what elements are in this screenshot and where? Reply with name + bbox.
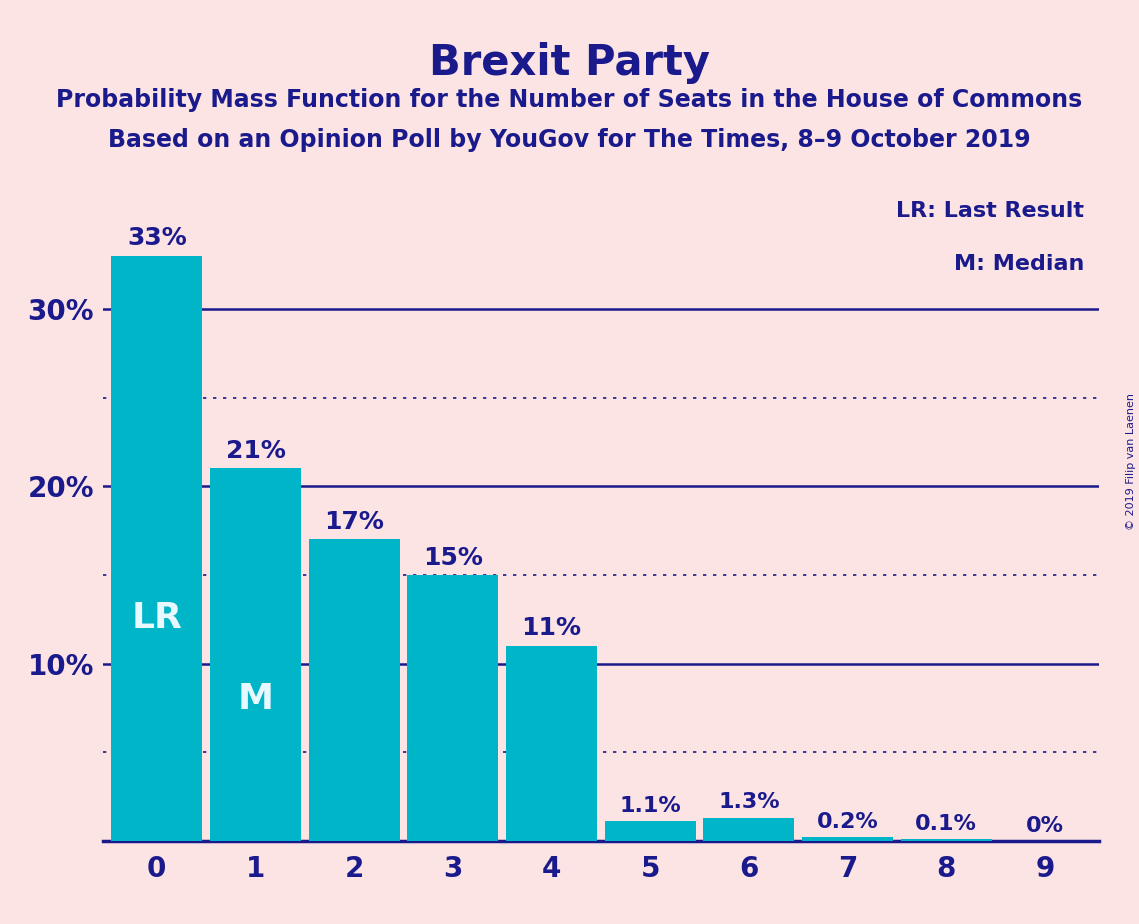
Text: M: Median: M: Median [953, 254, 1084, 274]
Text: 0%: 0% [1026, 816, 1064, 835]
Text: 0.1%: 0.1% [916, 814, 977, 833]
Text: Brexit Party: Brexit Party [429, 42, 710, 83]
Text: 0.2%: 0.2% [817, 812, 878, 832]
Bar [704, 818, 794, 841]
Text: 1.3%: 1.3% [718, 793, 780, 812]
Text: LR: Last Result: LR: Last Result [896, 201, 1084, 221]
Text: © 2019 Filip van Laenen: © 2019 Filip van Laenen [1126, 394, 1136, 530]
Text: Probability Mass Function for the Number of Seats in the House of Commons: Probability Mass Function for the Number… [56, 88, 1083, 112]
Text: Based on an Opinion Poll by YouGov for The Times, 8–9 October 2019: Based on an Opinion Poll by YouGov for T… [108, 128, 1031, 152]
Text: 33%: 33% [126, 226, 187, 250]
Bar [506, 646, 597, 841]
Text: M: M [237, 682, 273, 716]
Bar [112, 256, 203, 841]
Bar [309, 540, 400, 841]
Bar [408, 575, 498, 841]
Bar [901, 839, 992, 841]
Bar [605, 821, 696, 841]
Text: 15%: 15% [423, 545, 483, 569]
Text: 1.1%: 1.1% [620, 796, 681, 816]
Text: 17%: 17% [325, 510, 384, 534]
Text: 21%: 21% [226, 439, 286, 463]
Bar [802, 837, 893, 841]
Bar [210, 468, 301, 841]
Text: 11%: 11% [522, 616, 582, 640]
Text: LR: LR [131, 602, 182, 636]
